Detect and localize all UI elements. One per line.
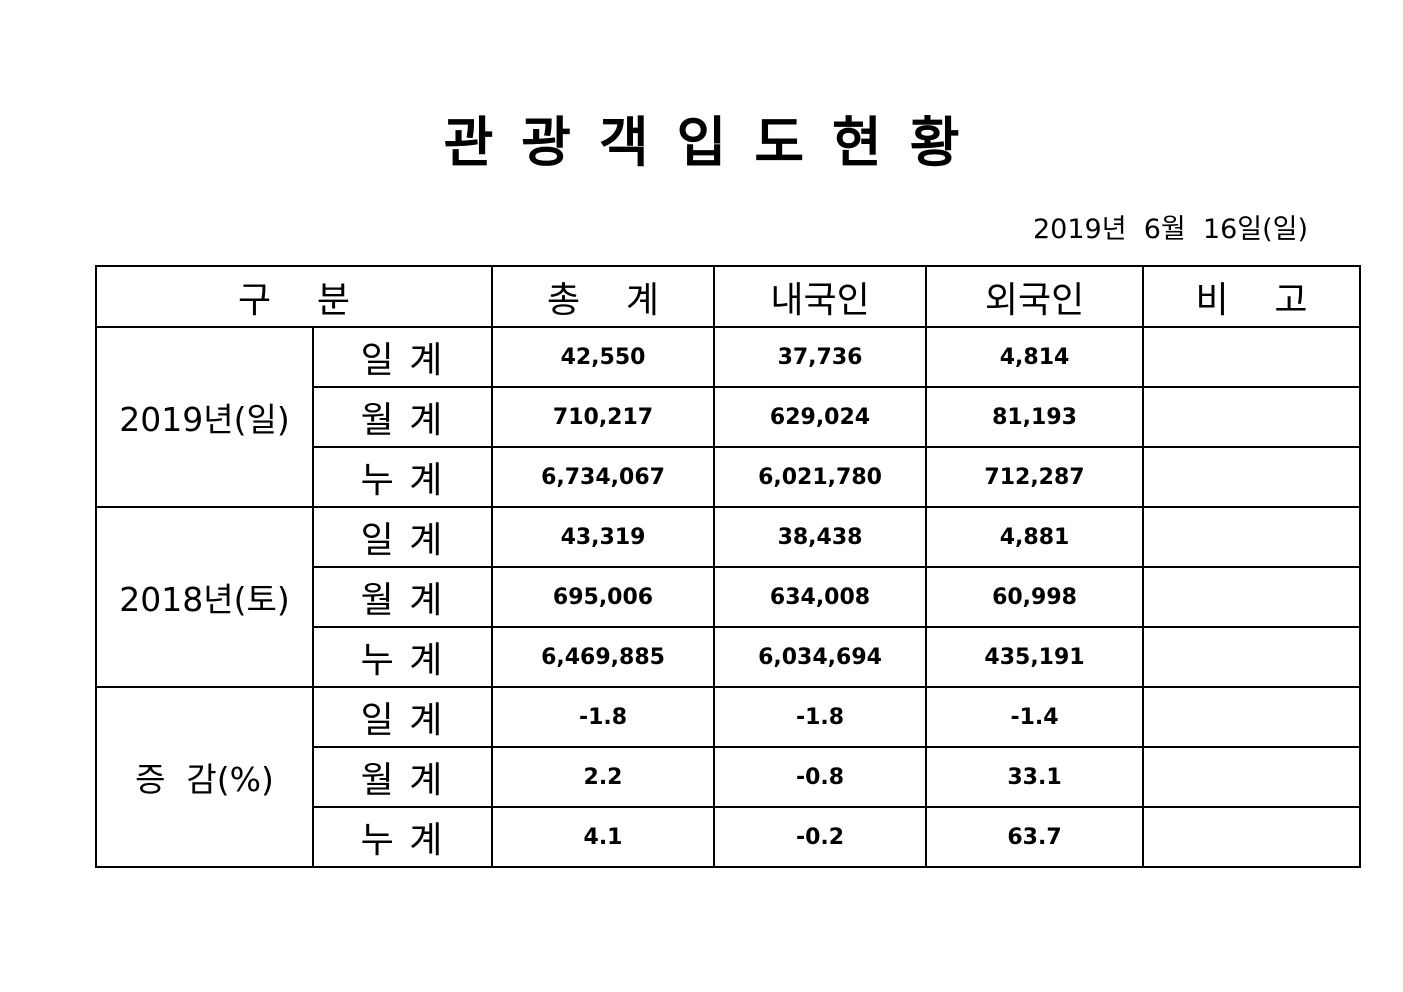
row-label: 누 계 (311, 446, 494, 508)
tourist-arrivals-table: 구 분 총 계 내국인 외국인 비 고 2019년(일) 일 계 42,550 … (94, 265, 1362, 868)
cell-domestic: 629,024 (713, 386, 928, 448)
cell-total: 42,550 (491, 326, 716, 388)
cell-total: 6,734,067 (491, 446, 716, 508)
cell-foreign: 712,287 (925, 446, 1145, 508)
row-label: 월 계 (311, 746, 494, 808)
table-row: 누 계 4.1 -0.2 63.7 (96, 806, 1362, 868)
header-row: 구 분 총 계 내국인 외국인 비 고 (94, 265, 1362, 328)
header-remarks: 비 고 (1142, 265, 1362, 328)
cell-foreign: 33.1 (925, 746, 1145, 808)
cell-domestic: 37,736 (713, 326, 928, 388)
header-total: 총 계 (491, 265, 716, 328)
table-row: 월 계 710,217 629,024 81,193 (96, 386, 1362, 448)
cell-remarks (1142, 686, 1362, 748)
cell-domestic: 6,021,780 (713, 446, 928, 508)
cell-domestic: 634,008 (713, 566, 928, 628)
cell-remarks (1142, 446, 1362, 508)
cell-domestic: 38,438 (713, 506, 928, 568)
group-label-change: 증 감(%) (95, 686, 314, 868)
cell-remarks (1142, 506, 1362, 568)
cell-foreign: 63.7 (925, 806, 1145, 868)
report-date: 2019년 6월 16일(일) (1032, 214, 1308, 245)
table-row: 누 계 6,734,067 6,021,780 712,287 (96, 446, 1362, 508)
cell-remarks (1142, 386, 1362, 448)
cell-foreign: 81,193 (925, 386, 1145, 448)
cell-remarks (1142, 326, 1362, 388)
row-label: 일 계 (311, 326, 494, 388)
table-row: 월 계 695,006 634,008 60,998 (96, 566, 1362, 628)
document-title: 관광객입도현황 (443, 111, 988, 174)
cell-total: -1.8 (491, 686, 716, 748)
row-label: 월 계 (311, 566, 494, 628)
row-label: 일 계 (311, 686, 494, 748)
table-row: 2018년(토) 일 계 43,319 38,438 4,881 (95, 506, 1362, 688)
header-category: 구 분 (94, 265, 494, 328)
group-label-2018: 2018년(토) (95, 506, 314, 688)
cell-total: 43,319 (491, 506, 716, 568)
group-label-2019: 2019년(일) (95, 326, 314, 508)
cell-domestic: 6,034,694 (713, 626, 928, 688)
cell-foreign: 435,191 (925, 626, 1145, 688)
header-foreign: 외국인 (925, 265, 1145, 328)
table-row: 월 계 2.2 -0.8 33.1 (96, 746, 1362, 808)
cell-total: 6,469,885 (491, 626, 716, 688)
row-label: 월 계 (311, 386, 494, 448)
cell-remarks (1142, 746, 1362, 808)
cell-remarks (1142, 806, 1362, 868)
table-row: 누 계 6,469,885 6,034,694 435,191 (96, 626, 1362, 688)
cell-foreign: 60,998 (925, 566, 1145, 628)
cell-total: 695,006 (491, 566, 716, 628)
cell-remarks (1142, 566, 1362, 628)
row-label: 누 계 (311, 626, 494, 688)
cell-domestic: -1.8 (713, 686, 928, 748)
cell-foreign: -1.4 (925, 686, 1145, 748)
cell-foreign: 4,881 (925, 506, 1145, 568)
cell-total: 710,217 (491, 386, 716, 448)
cell-domestic: -0.8 (713, 746, 928, 808)
cell-total: 4.1 (491, 806, 716, 868)
cell-foreign: 4,814 (925, 326, 1145, 388)
header-domestic: 내국인 (713, 265, 928, 328)
cell-remarks (1142, 626, 1362, 688)
cell-total: 2.2 (491, 746, 716, 808)
row-label: 일 계 (311, 506, 494, 568)
table-row: 2019년(일) 일 계 42,550 37,736 4,814 (95, 326, 1362, 508)
table-row: 증 감(%) 일 계 -1.8 -1.8 -1.4 (95, 686, 1362, 868)
row-label: 누 계 (311, 806, 494, 868)
cell-domestic: -0.2 (713, 806, 928, 868)
